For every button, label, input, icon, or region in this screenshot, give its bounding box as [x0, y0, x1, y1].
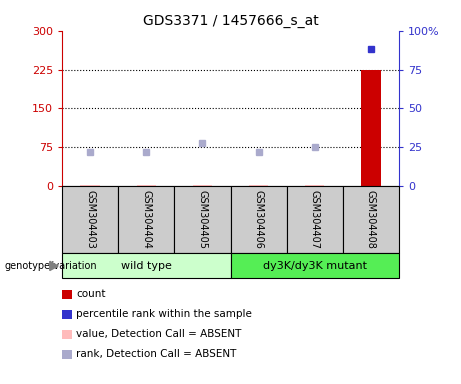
Text: GSM304404: GSM304404 [142, 190, 151, 249]
Text: percentile rank within the sample: percentile rank within the sample [76, 309, 252, 319]
Text: genotype/variation: genotype/variation [5, 261, 97, 271]
Bar [249, 185, 268, 186]
Text: wild type: wild type [121, 261, 172, 271]
Text: dy3K/dy3K mutant: dy3K/dy3K mutant [263, 261, 366, 271]
Text: value, Detection Call = ABSENT: value, Detection Call = ABSENT [76, 329, 242, 339]
Bar [305, 185, 325, 186]
Title: GDS3371 / 1457666_s_at: GDS3371 / 1457666_s_at [142, 14, 319, 28]
Bar [193, 185, 212, 186]
Bar [136, 185, 156, 186]
Text: GSM304403: GSM304403 [85, 190, 95, 249]
Text: rank, Detection Call = ABSENT: rank, Detection Call = ABSENT [76, 349, 236, 359]
Text: count: count [76, 289, 106, 299]
Text: GSM304405: GSM304405 [197, 190, 207, 249]
Bar [81, 185, 100, 186]
Text: GSM304406: GSM304406 [254, 190, 264, 249]
Bar [361, 70, 380, 186]
Text: GSM304408: GSM304408 [366, 190, 376, 249]
Text: GSM304407: GSM304407 [310, 190, 319, 249]
